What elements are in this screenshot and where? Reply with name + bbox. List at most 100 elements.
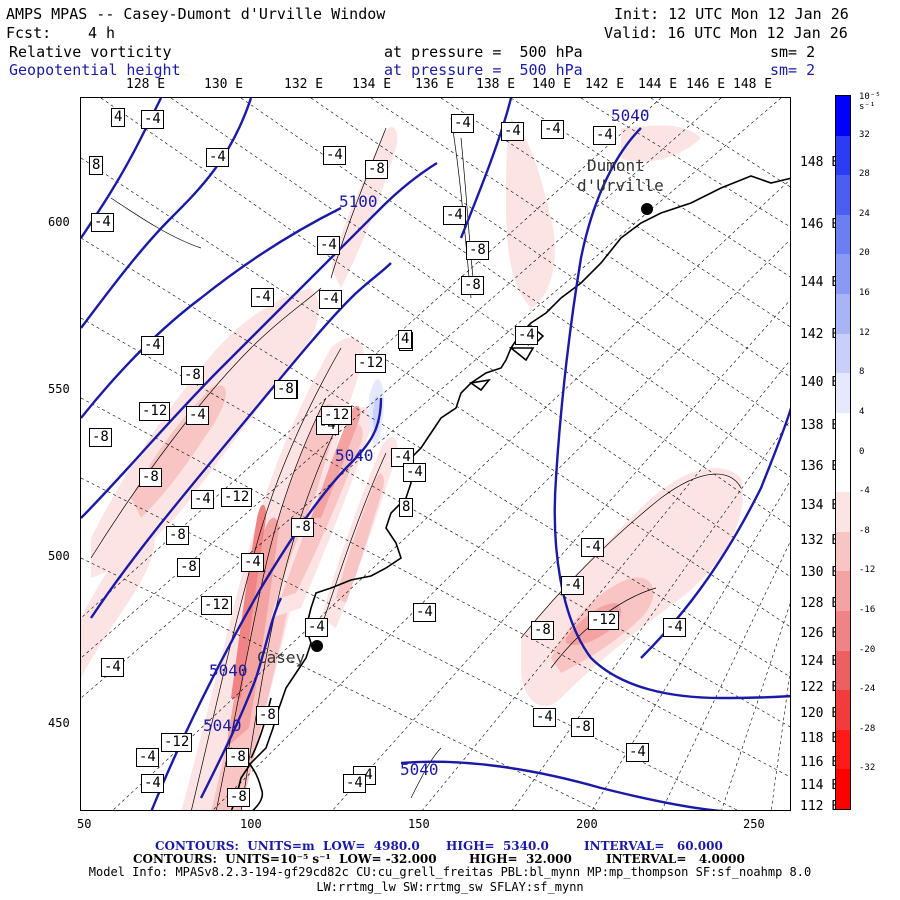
map-canvas [81, 98, 790, 810]
plot-title: AMPS MPAS -- Casey-Dumont d'Urville Wind… [6, 5, 386, 23]
right-lon-label: 146 E [800, 217, 840, 232]
vorticity-contour-label: -4 [251, 288, 274, 307]
height-contour-5160 [81, 206, 342, 419]
right-lon-label: 132 E [800, 533, 840, 548]
height-contour-info: CONTOURS: UNITS=m LOW= 4980.0 [155, 839, 420, 853]
colorbar-swatch [836, 96, 850, 137]
vorticity-contour-label: -4 [186, 406, 209, 425]
vort-contour-interval: INTERVAL= 4.0000 [606, 852, 745, 866]
lon-label: 148 E [733, 77, 773, 92]
vorticity-contour-label: -4 [391, 448, 414, 467]
vorticity-contour-label: -8 [461, 276, 484, 295]
colorbar-swatch [836, 492, 850, 533]
colorbar-label: -16 [859, 604, 876, 615]
x-tick: 250 [743, 817, 765, 831]
right-lon-label: 126 E [800, 626, 840, 641]
colorbar-swatch [836, 333, 850, 374]
field1-name: Relative vorticity [9, 43, 172, 61]
vorticity-contour-label: 8 [399, 498, 414, 517]
vorticity-contour-label: -12 [588, 611, 620, 630]
map-panel: Casey Dumont d'Urville 5100 5040 5040 50… [80, 97, 791, 811]
vorticity-contour-label: -8 [571, 718, 594, 737]
height-label: 5100 [339, 192, 378, 211]
vorticity-contour-label: -4 [413, 603, 436, 622]
vorticity-contour-label: -4 [191, 490, 214, 509]
height-label: 5040 [209, 661, 248, 680]
dumont-durville-marker [641, 203, 653, 215]
vorticity-contour-label: -4 [141, 774, 164, 793]
height-label: 5040 [611, 106, 650, 125]
colorbar-swatch [836, 412, 850, 453]
y-tick: 500 [48, 549, 70, 563]
height-contour-interval: INTERVAL= 60.000 [584, 839, 723, 853]
colorbar-label: 4 [859, 406, 865, 417]
vorticity-contour-label: -8 [531, 621, 554, 640]
colorbar-label: 12 [859, 327, 870, 338]
right-lon-label: 114 E [800, 778, 840, 793]
colorbar-swatch [836, 690, 850, 731]
colorbar-swatch [836, 135, 850, 176]
vorticity-contour-label: -4 [343, 774, 366, 793]
vorticity-contour-label: -12 [201, 596, 233, 615]
right-lon-label: 136 E [800, 459, 840, 474]
vorticity-contour-label: 8 [89, 156, 104, 175]
vorticity-contour-label: -8 [291, 518, 314, 537]
colorbar-swatch [836, 373, 850, 414]
field2-name: Geopotential height [9, 61, 181, 79]
casey-marker [311, 640, 323, 652]
vorticity-contour-label: -4 [501, 122, 524, 141]
right-lon-label: 120 E [800, 706, 840, 721]
x-tick: 150 [408, 817, 430, 831]
vorticity-contour-label: -4 [581, 538, 604, 557]
right-lon-label: 112 E [800, 799, 840, 814]
colorbar-unit: 10⁻⁵ s⁻¹ [859, 92, 881, 112]
y-tick: 550 [48, 382, 70, 396]
right-lon-label: 144 E [800, 275, 840, 290]
vorticity-contour-label: -12 [161, 733, 193, 752]
vorticity-contour-label: -4 [319, 290, 342, 309]
vorticity-contour-label: 4 [111, 108, 126, 127]
vorticity-contour-label: -12 [221, 488, 253, 507]
lon-label: 132 E [284, 77, 324, 92]
colorbar-label: -8 [859, 525, 870, 536]
vorticity-contour-label: -8 [139, 468, 162, 487]
vorticity-contour-label: -8 [166, 526, 189, 545]
vorticity-contour-label: -12 [355, 354, 387, 373]
colorbar-label: -24 [859, 684, 876, 695]
right-lon-label: 128 E [800, 596, 840, 611]
vorticity-contour-label: -8 [365, 160, 388, 179]
lon-label: 130 E [204, 77, 244, 92]
vort-contour-high: HIGH= 32.000 [469, 852, 572, 866]
vorticity-contour-label: -8 [274, 380, 297, 399]
colorbar-swatch [836, 254, 850, 295]
dumont-label: Dumont [587, 156, 645, 175]
colorbar-swatch [836, 175, 850, 216]
lon-label: 144 E [638, 77, 678, 92]
vorticity-contour-label: -4 [206, 148, 229, 167]
lon-label: 136 E [415, 77, 455, 92]
lon-label: 140 E [532, 77, 572, 92]
colorbar-swatch [836, 452, 850, 493]
colorbar-swatch [836, 294, 850, 335]
vorticity-contour-label: -4 [626, 743, 649, 762]
vorticity-contour-label: -4 [101, 658, 124, 677]
height-contour-5040 [553, 127, 790, 700]
colorbar-swatch [836, 729, 850, 770]
height-contour-5100 [81, 161, 438, 519]
lon-label: 128 E [126, 77, 166, 92]
height-label: 5040 [203, 716, 242, 735]
vorticity-contour-label: -8 [227, 788, 250, 807]
height-label: 5040 [400, 760, 439, 779]
colorbar-swatch [836, 571, 850, 612]
model-info-2: LW:rrtmg_lw SW:rrtmg_sw SFLAY:sf_mynn [316, 880, 584, 894]
vorticity-contour-label: -12 [139, 402, 171, 421]
height-contour-high: HIGH= 5340.0 [446, 839, 549, 853]
colorbar-label: -28 [859, 723, 876, 734]
forecast-hour: 4 h [88, 24, 116, 42]
y-tick: 450 [48, 716, 70, 730]
y-tick: 600 [48, 215, 70, 229]
vorticity-contour-label: -4 [136, 748, 159, 767]
right-lon-label: 142 E [800, 327, 840, 342]
vorticity-contour-label: -4 [323, 146, 346, 165]
right-lon-label: 134 E [800, 498, 840, 513]
